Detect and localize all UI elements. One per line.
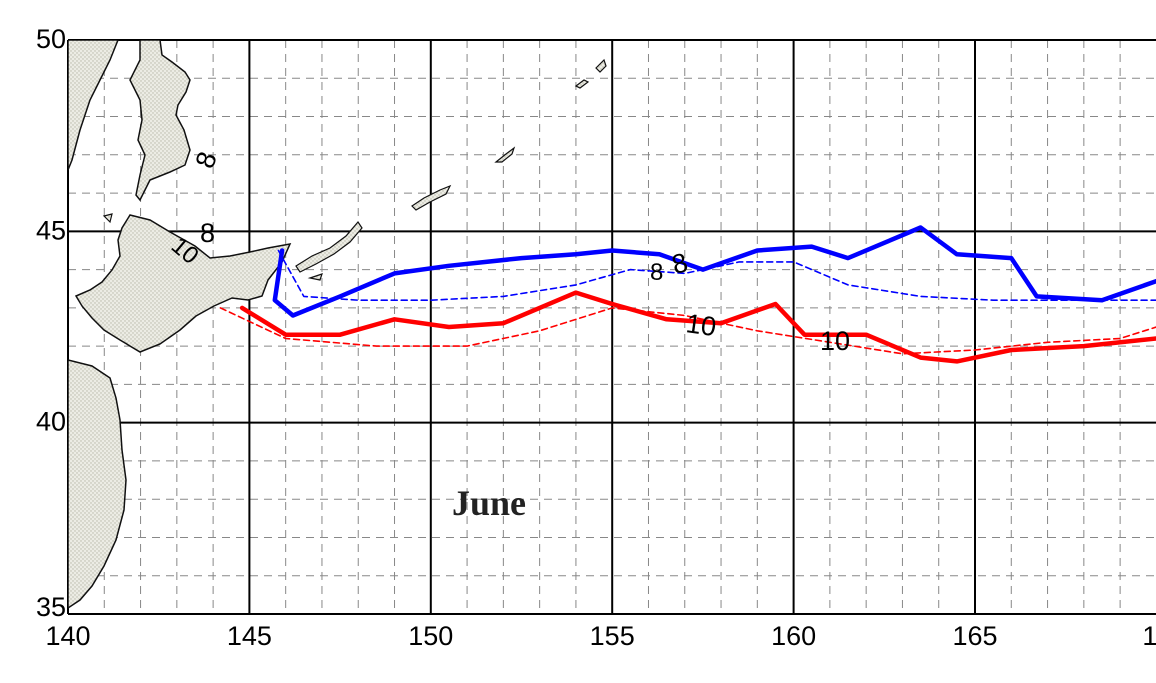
contour-label-8: 8: [650, 259, 663, 286]
isotherm-lines: [219, 225, 1156, 364]
x-tick-label: 150: [408, 621, 453, 651]
contour-label-10: 10: [820, 326, 850, 356]
isotherm-8-dashed-line: [277, 249, 1156, 302]
x-tick-label: 160: [771, 621, 816, 651]
y-tick-label: 45: [36, 215, 66, 245]
contour-label-10: 10: [684, 308, 718, 342]
x-tick-label: 17: [1142, 621, 1156, 651]
y-tick-label: 40: [36, 407, 66, 437]
land-mainland-north: [68, 40, 119, 171]
contour-label-8: 8: [190, 148, 223, 172]
land-sakhalin: [129, 40, 191, 202]
major-grid: [67, 39, 1156, 615]
x-tick-label: 140: [45, 621, 90, 651]
y-tick-label: 35: [36, 592, 66, 622]
land-kuril-3: [494, 146, 516, 163]
land-kuril-2: [411, 184, 452, 211]
isotherm-10-solid-line: [239, 290, 1156, 364]
y-tick-label: 50: [36, 24, 66, 54]
x-tick-label: 165: [952, 621, 997, 651]
month-label: June: [452, 483, 526, 523]
x-tick-label: 155: [590, 621, 635, 651]
land-kuril-4: [574, 58, 607, 89]
axis-ticks: 140 145 150 155 160 165 17 50 45 40 35: [36, 24, 1156, 651]
isotherm-10-dashed-line: [219, 307, 1156, 355]
land-hokkaido: [74, 214, 292, 353]
land-kuril-1: [295, 221, 363, 273]
land-small-isle: [102, 213, 323, 281]
land: [68, 40, 607, 609]
contour-label-8: 8: [200, 218, 215, 248]
x-tick-label: 145: [227, 621, 272, 651]
land-honshu: [68, 359, 127, 609]
isotherm-8-solid-line: [272, 225, 1156, 318]
contour-label-8: 8: [669, 247, 691, 280]
